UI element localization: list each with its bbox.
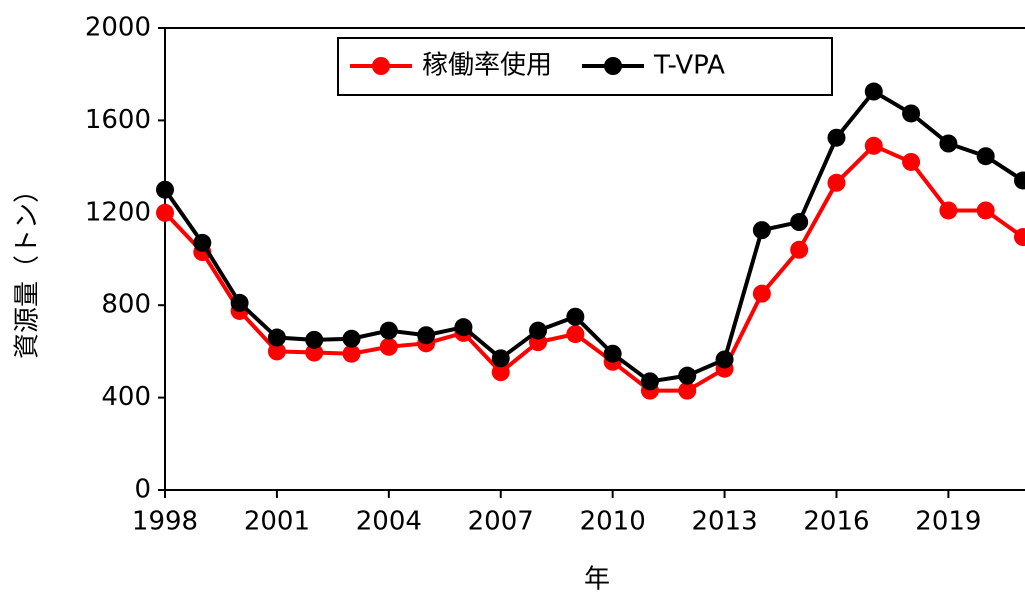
data-point <box>156 203 174 222</box>
data-point <box>864 136 883 155</box>
data-point <box>491 363 510 382</box>
data-point <box>678 381 697 400</box>
y-tick-label: 2000 <box>85 13 151 43</box>
data-point <box>193 233 212 252</box>
data-point <box>566 307 585 326</box>
data-point <box>454 318 473 337</box>
y-tick-label: 800 <box>101 290 151 320</box>
data-point <box>379 337 398 356</box>
data-point <box>752 221 771 240</box>
data-point <box>902 104 921 123</box>
legend-label: T-VPA <box>653 51 725 81</box>
series-line <box>163 88 1025 384</box>
data-point <box>752 284 771 303</box>
y-axis-label: 資源量（トン） <box>13 177 43 359</box>
data-point <box>267 328 286 347</box>
data-point <box>678 366 697 385</box>
data-point <box>939 201 958 220</box>
x-tick-label: 2007 <box>468 507 534 537</box>
data-point <box>267 342 286 361</box>
data-point <box>417 326 436 345</box>
data-point <box>379 321 398 340</box>
data-point <box>640 372 659 391</box>
x-tick-label: 2001 <box>244 507 310 537</box>
series-line <box>163 143 1025 393</box>
data-point <box>790 213 809 232</box>
data-point <box>566 325 585 344</box>
data-point <box>305 343 324 362</box>
x-axis-label: 年 <box>584 565 610 595</box>
legend-marker <box>372 57 390 75</box>
data-point <box>156 180 174 199</box>
data-point <box>864 82 883 101</box>
x-tick-label: 2016 <box>803 507 869 537</box>
data-point <box>491 349 510 368</box>
data-point <box>529 321 548 340</box>
data-point <box>976 201 995 220</box>
data-point <box>230 293 249 312</box>
data-point <box>939 134 958 153</box>
x-tick-label: 2010 <box>580 507 646 537</box>
y-tick-label: 400 <box>101 382 151 412</box>
data-point <box>1014 171 1025 190</box>
data-point <box>342 344 361 363</box>
data-point <box>790 240 809 259</box>
data-point <box>827 128 846 147</box>
data-point <box>827 173 846 192</box>
x-tick-label: 2004 <box>356 507 422 537</box>
data-point <box>305 330 324 349</box>
x-tick-label: 2019 <box>915 507 981 537</box>
x-tick-label: 1998 <box>132 507 198 537</box>
data-point <box>603 344 622 363</box>
data-point <box>976 147 995 166</box>
data-point <box>1014 228 1025 247</box>
legend-marker <box>604 57 623 75</box>
x-tick-label: 2013 <box>691 507 757 537</box>
y-tick-label: 1600 <box>85 105 151 135</box>
data-point <box>715 350 734 369</box>
data-point <box>342 329 361 348</box>
data-point <box>902 152 921 171</box>
legend-label: 稼働率使用 <box>422 51 552 81</box>
y-tick-label: 1200 <box>85 197 151 227</box>
y-tick-label: 0 <box>134 475 151 505</box>
